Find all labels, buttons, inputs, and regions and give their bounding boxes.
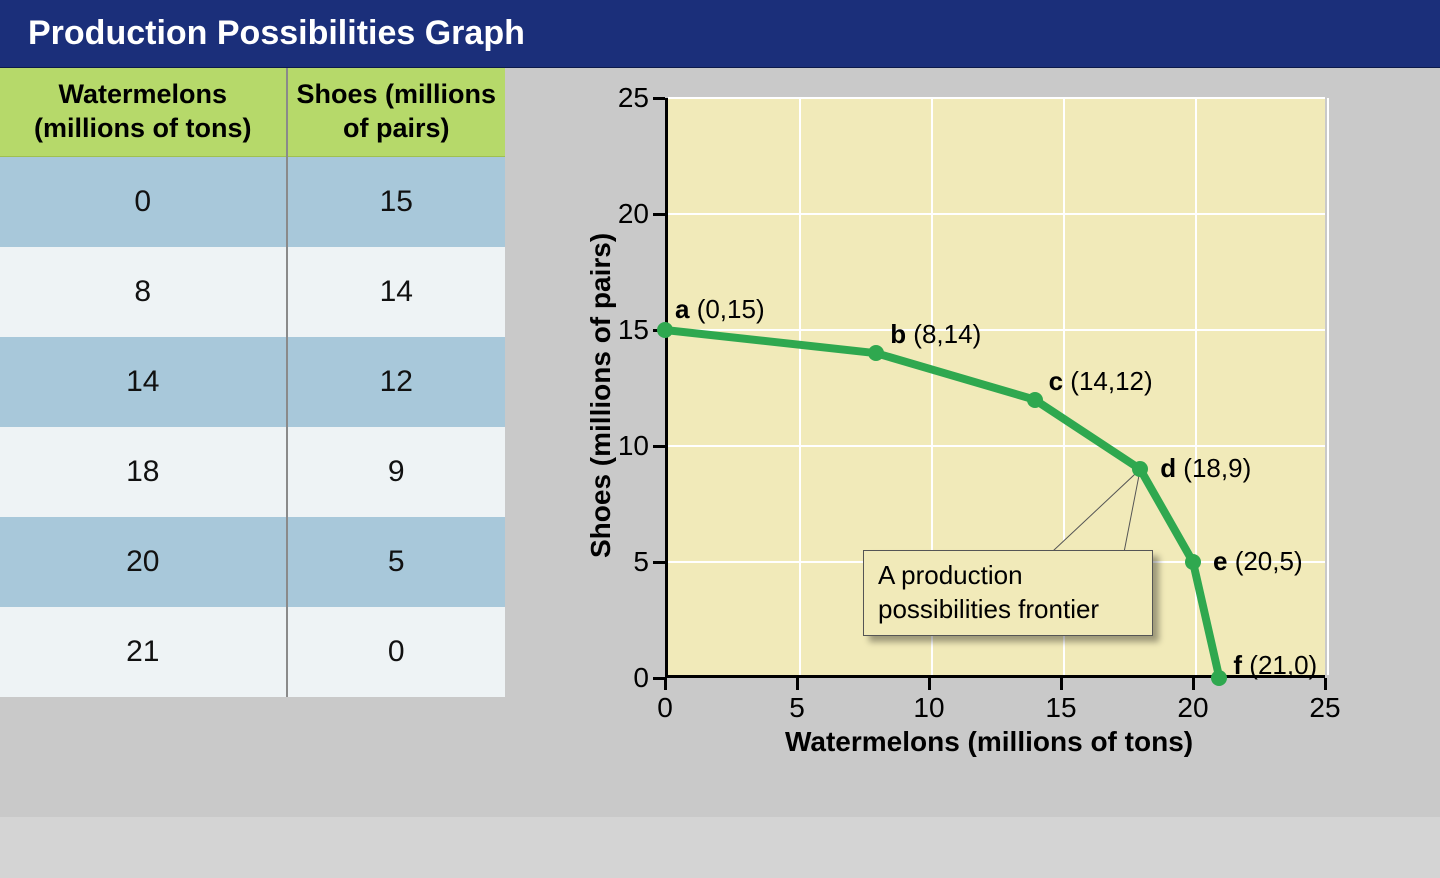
- table-row: 210: [0, 607, 505, 697]
- table-cell: 14: [0, 337, 287, 427]
- table-cell: 0: [0, 156, 287, 247]
- data-point-label-b: b (8,14): [890, 319, 981, 350]
- data-point-label-d: d (18,9): [1160, 453, 1251, 484]
- xtick: [928, 678, 931, 690]
- table-row: 205: [0, 517, 505, 607]
- table-cell: 14: [287, 247, 506, 337]
- table-cell: 0: [287, 607, 506, 697]
- data-point-a: [657, 322, 673, 338]
- data-point-d: [1132, 461, 1148, 477]
- ytick-label: 25: [605, 82, 649, 114]
- table-cell: 9: [287, 427, 506, 517]
- data-point-label-e: e (20,5): [1213, 546, 1303, 577]
- table-cell: 21: [0, 607, 287, 697]
- table-row: 814: [0, 247, 505, 337]
- table-row: 189: [0, 427, 505, 517]
- xtick: [796, 678, 799, 690]
- table-col-header-shoes: Shoes (millions of pairs): [287, 68, 506, 156]
- xtick-label: 20: [1173, 692, 1213, 724]
- xtick-label: 0: [645, 692, 685, 724]
- data-point-label-f: f (21,0): [1233, 650, 1317, 681]
- x-axis-label: Watermelons (millions of tons): [785, 726, 1193, 758]
- page-title: Production Possibilities Graph: [0, 0, 1440, 68]
- xtick-label: 10: [909, 692, 949, 724]
- ppf-chart: A production possibilities frontier05101…: [545, 78, 1405, 798]
- xtick-label: 25: [1305, 692, 1345, 724]
- table-cell: 12: [287, 337, 506, 427]
- chart-panel: A production possibilities frontier05101…: [505, 68, 1440, 817]
- data-point-label-a: a (0,15): [675, 294, 765, 325]
- data-point-c: [1027, 392, 1043, 408]
- ytick: [653, 677, 665, 680]
- table-cell: 15: [287, 156, 506, 247]
- data-point-f: [1211, 670, 1227, 686]
- table-panel: Watermelons (millions of tons) Shoes (mi…: [0, 68, 505, 817]
- table-cell: 20: [0, 517, 287, 607]
- data-point-b: [868, 345, 884, 361]
- table-cell: 18: [0, 427, 287, 517]
- ppf-data-table: Watermelons (millions of tons) Shoes (mi…: [0, 68, 505, 697]
- xtick-label: 5: [777, 692, 817, 724]
- xtick: [1060, 678, 1063, 690]
- xtick: [1324, 678, 1327, 690]
- data-point-label-c: c (14,12): [1049, 366, 1153, 397]
- ytick: [653, 213, 665, 216]
- ytick-label: 0: [605, 662, 649, 694]
- ytick: [653, 561, 665, 564]
- xtick: [1192, 678, 1195, 690]
- ytick: [653, 445, 665, 448]
- table-col-header-watermelons: Watermelons (millions of tons): [0, 68, 287, 156]
- data-point-e: [1185, 554, 1201, 570]
- table-row: 1412: [0, 337, 505, 427]
- ytick: [653, 97, 665, 100]
- table-row: 015: [0, 156, 505, 247]
- table-cell: 5: [287, 517, 506, 607]
- ppf-curve: [545, 78, 1440, 878]
- table-cell: 8: [0, 247, 287, 337]
- ytick-label: 20: [605, 198, 649, 230]
- content-area: Watermelons (millions of tons) Shoes (mi…: [0, 68, 1440, 817]
- xtick-label: 15: [1041, 692, 1081, 724]
- y-axis-label: Shoes (millions of pairs): [585, 233, 617, 558]
